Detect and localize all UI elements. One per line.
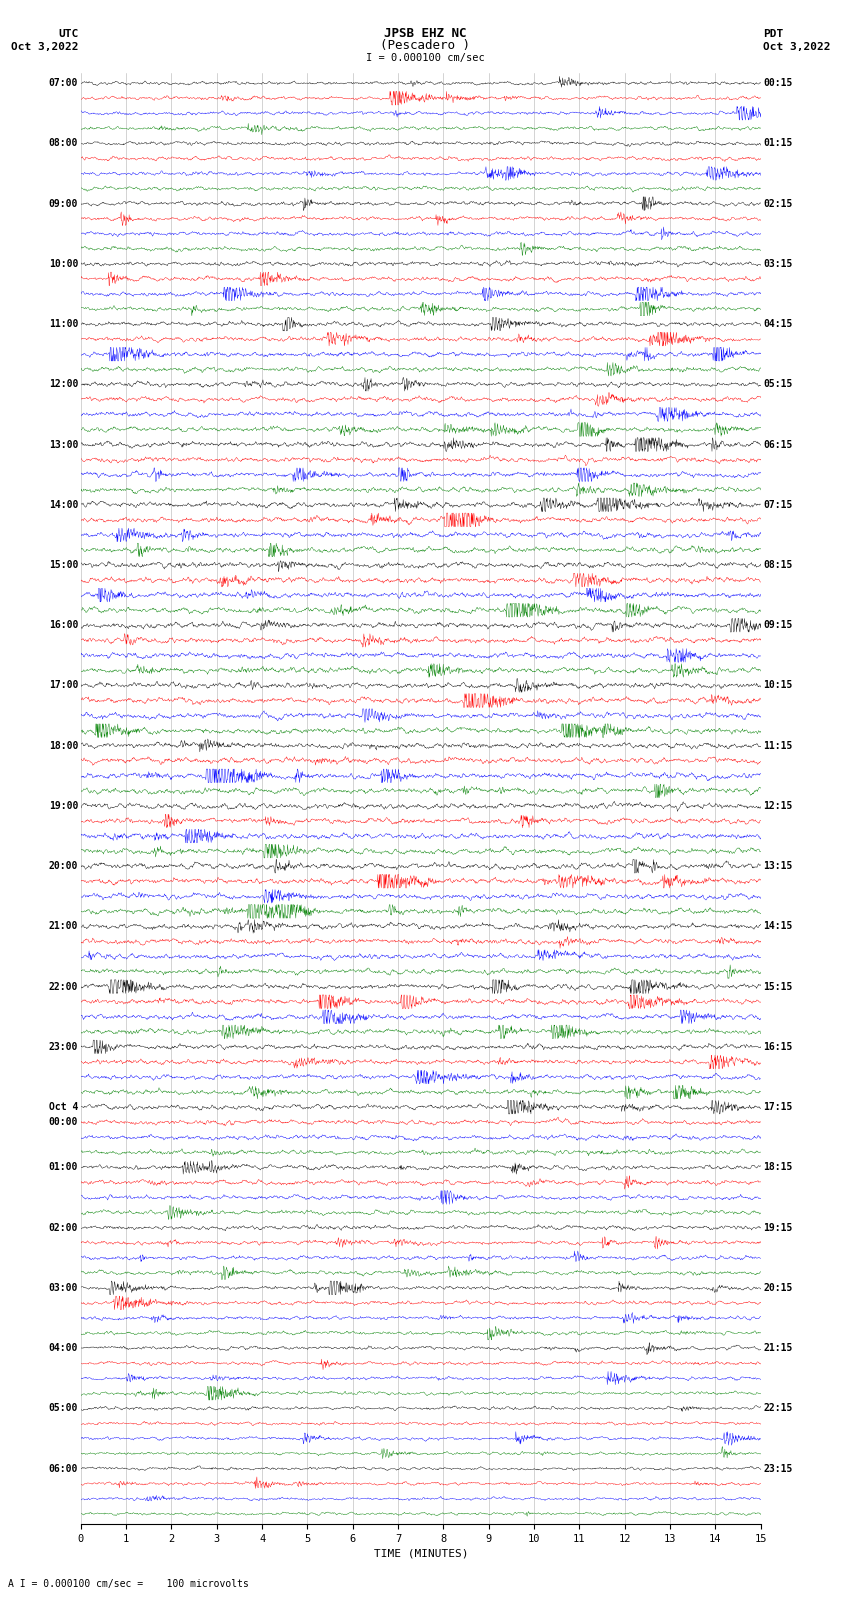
Text: 11:00: 11:00 — [48, 319, 78, 329]
Text: 05:15: 05:15 — [763, 379, 793, 389]
Text: 04:00: 04:00 — [48, 1344, 78, 1353]
Text: A I = 0.000100 cm/sec =    100 microvolts: A I = 0.000100 cm/sec = 100 microvolts — [8, 1579, 249, 1589]
Text: I = 0.000100 cm/sec: I = 0.000100 cm/sec — [366, 53, 484, 63]
Text: 11:15: 11:15 — [763, 740, 793, 750]
Text: 17:00: 17:00 — [48, 681, 78, 690]
Text: 21:15: 21:15 — [763, 1344, 793, 1353]
Text: 21:00: 21:00 — [48, 921, 78, 931]
Text: 16:15: 16:15 — [763, 1042, 793, 1052]
X-axis label: TIME (MINUTES): TIME (MINUTES) — [373, 1548, 468, 1558]
Text: 05:00: 05:00 — [48, 1403, 78, 1413]
Text: 03:15: 03:15 — [763, 258, 793, 269]
Text: Oct 3,2022: Oct 3,2022 — [11, 42, 78, 52]
Text: 18:15: 18:15 — [763, 1163, 793, 1173]
Text: 23:15: 23:15 — [763, 1463, 793, 1474]
Text: 20:15: 20:15 — [763, 1282, 793, 1294]
Text: 22:00: 22:00 — [48, 982, 78, 992]
Text: 04:15: 04:15 — [763, 319, 793, 329]
Text: 12:00: 12:00 — [48, 379, 78, 389]
Text: 08:15: 08:15 — [763, 560, 793, 569]
Text: 06:00: 06:00 — [48, 1463, 78, 1474]
Text: 20:00: 20:00 — [48, 861, 78, 871]
Text: 06:15: 06:15 — [763, 440, 793, 450]
Text: Oct 3,2022: Oct 3,2022 — [763, 42, 830, 52]
Text: 01:15: 01:15 — [763, 139, 793, 148]
Text: 19:15: 19:15 — [763, 1223, 793, 1232]
Text: 14:00: 14:00 — [48, 500, 78, 510]
Text: 19:00: 19:00 — [48, 802, 78, 811]
Text: Oct 4: Oct 4 — [48, 1102, 78, 1111]
Text: UTC: UTC — [58, 29, 78, 39]
Text: (Pescadero ): (Pescadero ) — [380, 39, 470, 52]
Text: 15:00: 15:00 — [48, 560, 78, 569]
Text: 09:00: 09:00 — [48, 198, 78, 208]
Text: 23:00: 23:00 — [48, 1042, 78, 1052]
Text: 14:15: 14:15 — [763, 921, 793, 931]
Text: 01:00: 01:00 — [48, 1163, 78, 1173]
Text: 00:00: 00:00 — [48, 1118, 78, 1127]
Text: PDT: PDT — [763, 29, 784, 39]
Text: 02:15: 02:15 — [763, 198, 793, 208]
Text: 16:00: 16:00 — [48, 621, 78, 631]
Text: 17:15: 17:15 — [763, 1102, 793, 1111]
Text: 10:00: 10:00 — [48, 258, 78, 269]
Text: JPSB EHZ NC: JPSB EHZ NC — [383, 27, 467, 40]
Text: 18:00: 18:00 — [48, 740, 78, 750]
Text: 22:15: 22:15 — [763, 1403, 793, 1413]
Text: 08:00: 08:00 — [48, 139, 78, 148]
Text: 12:15: 12:15 — [763, 802, 793, 811]
Text: 02:00: 02:00 — [48, 1223, 78, 1232]
Text: 00:15: 00:15 — [763, 77, 793, 89]
Text: 09:15: 09:15 — [763, 621, 793, 631]
Text: 10:15: 10:15 — [763, 681, 793, 690]
Text: 13:15: 13:15 — [763, 861, 793, 871]
Text: 03:00: 03:00 — [48, 1282, 78, 1294]
Text: 07:00: 07:00 — [48, 77, 78, 89]
Text: 07:15: 07:15 — [763, 500, 793, 510]
Text: 13:00: 13:00 — [48, 440, 78, 450]
Text: 15:15: 15:15 — [763, 982, 793, 992]
